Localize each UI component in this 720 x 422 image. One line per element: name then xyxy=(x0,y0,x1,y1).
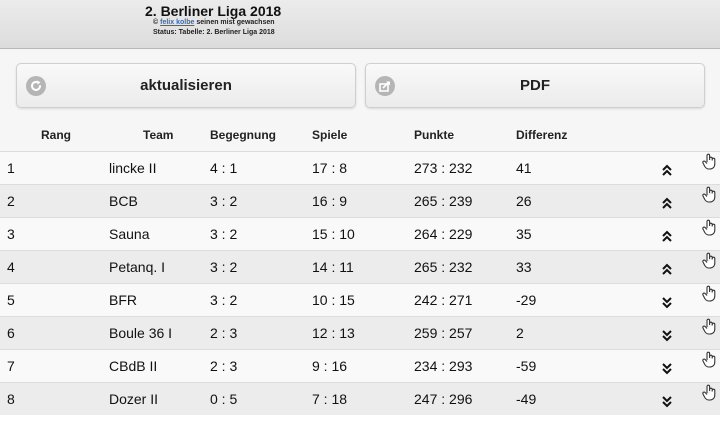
hand-pointer-icon[interactable] xyxy=(701,350,719,368)
cell-differenz: 33 xyxy=(516,259,532,275)
hand-pointer-icon[interactable] xyxy=(701,383,719,401)
cell-differenz: 41 xyxy=(516,160,532,176)
table-header: Rang Team Begegnung Spiele Punkte Differ… xyxy=(0,119,720,151)
table-row: 1 lincke II 4 : 1 17 : 8 273 : 232 41 xyxy=(0,151,720,184)
cell-team: Petanq. I xyxy=(109,259,166,275)
hand-pointer-icon[interactable] xyxy=(701,284,719,302)
cell-punkte: 273 : 232 xyxy=(414,160,473,176)
chevron-up-icon xyxy=(661,229,673,243)
cell-differenz: 2 xyxy=(516,325,524,341)
cell-team: Dozer II xyxy=(109,391,159,407)
toolbar: aktualisieren PDF xyxy=(0,49,720,119)
chevron-down-icon xyxy=(661,361,673,375)
chevron-down-icon xyxy=(661,328,673,342)
cell-spiele: 10 : 15 xyxy=(312,292,355,308)
cell-rang: 1 xyxy=(7,160,15,176)
chevron-up-icon xyxy=(661,163,673,177)
cell-spiele: 9 : 16 xyxy=(312,358,348,374)
column-header-differenz: Differenz xyxy=(516,128,568,142)
cell-begegnung: 3 : 2 xyxy=(210,193,238,209)
chevron-down-icon xyxy=(661,394,673,408)
cell-spiele: 17 : 8 xyxy=(312,160,348,176)
copyright-symbol: © xyxy=(153,19,159,26)
cell-rang: 7 xyxy=(7,358,15,374)
column-header-punkte: Punkte xyxy=(414,128,455,142)
page-title: 2. Berliner Liga 2018 xyxy=(145,3,282,19)
cell-begegnung: 0 : 5 xyxy=(210,391,238,407)
cell-team: Sauna xyxy=(109,226,150,242)
refresh-button[interactable]: aktualisieren xyxy=(16,63,356,108)
cell-differenz: 26 xyxy=(516,193,532,209)
hand-pointer-icon[interactable] xyxy=(701,251,719,269)
credit-suffix: seinen mist gewachsen xyxy=(196,19,275,26)
cell-punkte: 265 : 232 xyxy=(414,259,473,275)
chevron-down-icon xyxy=(661,295,673,309)
cell-spiele: 12 : 13 xyxy=(312,325,355,341)
cell-begegnung: 3 : 2 xyxy=(210,292,238,308)
chevron-up-icon xyxy=(661,196,673,210)
cell-begegnung: 2 : 3 xyxy=(210,325,238,341)
credit-line: © felix kolbe seinen mist gewachsen xyxy=(153,19,275,26)
cell-punkte: 234 : 293 xyxy=(414,358,473,374)
cell-spiele: 16 : 9 xyxy=(312,193,348,209)
status-text: Status: Tabelle: 2. Berliner Liga 2018 xyxy=(153,29,275,36)
cell-punkte: 265 : 239 xyxy=(414,193,473,209)
pdf-label: PDF xyxy=(520,77,550,94)
refresh-icon xyxy=(26,76,46,96)
cell-begegnung: 2 : 3 xyxy=(210,358,238,374)
cell-begegnung: 3 : 2 xyxy=(210,259,238,275)
app-header: 2. Berliner Liga 2018 © felix kolbe sein… xyxy=(0,0,720,49)
hand-pointer-icon[interactable] xyxy=(701,152,719,170)
hand-pointer-icon[interactable] xyxy=(701,218,719,236)
author-link[interactable]: felix kolbe xyxy=(160,19,195,26)
cell-punkte: 247 : 296 xyxy=(414,391,473,407)
cell-rang: 4 xyxy=(7,259,15,275)
pdf-button[interactable]: PDF xyxy=(365,63,705,108)
cell-team: lincke II xyxy=(109,160,157,176)
share-icon xyxy=(375,76,395,96)
hand-pointer-icon[interactable] xyxy=(701,185,719,203)
chevron-up-icon xyxy=(661,262,673,276)
cell-differenz: -59 xyxy=(516,358,537,374)
cell-team: BCB xyxy=(109,193,138,209)
cell-team: BFR xyxy=(109,292,137,308)
cell-rang: 3 xyxy=(7,226,15,242)
cell-begegnung: 4 : 1 xyxy=(210,160,238,176)
refresh-label: aktualisieren xyxy=(140,77,232,94)
cell-differenz: -49 xyxy=(516,391,537,407)
cell-differenz: -29 xyxy=(516,292,537,308)
column-header-spiele: Spiele xyxy=(312,128,348,142)
table-row: 7 CBdB II 2 : 3 9 : 16 234 : 293 -59 xyxy=(0,349,720,382)
table-row: 2 BCB 3 : 2 16 : 9 265 : 239 26 xyxy=(0,184,720,217)
standings-table: 1 lincke II 4 : 1 17 : 8 273 : 232 41 2 … xyxy=(0,151,720,415)
cell-team: CBdB II xyxy=(109,358,158,374)
cell-rang: 5 xyxy=(7,292,15,308)
cell-differenz: 35 xyxy=(516,226,532,242)
cell-punkte: 242 : 271 xyxy=(414,292,473,308)
cell-spiele: 7 : 18 xyxy=(312,391,348,407)
cell-punkte: 259 : 257 xyxy=(414,325,473,341)
table-row: 5 BFR 3 : 2 10 : 15 242 : 271 -29 xyxy=(0,283,720,316)
column-header-begegnung: Begegnung xyxy=(210,128,276,142)
column-header-team: Team xyxy=(143,128,174,142)
table-row: 8 Dozer II 0 : 5 7 : 18 247 : 296 -49 xyxy=(0,382,720,415)
cell-rang: 8 xyxy=(7,391,15,407)
table-row: 3 Sauna 3 : 2 15 : 10 264 : 229 35 xyxy=(0,217,720,250)
cell-rang: 6 xyxy=(7,325,15,341)
cell-spiele: 15 : 10 xyxy=(312,226,355,242)
table-row: 6 Boule 36 I 2 : 3 12 : 13 259 : 257 2 xyxy=(0,316,720,349)
cell-punkte: 264 : 229 xyxy=(414,226,473,242)
column-header-rang: Rang xyxy=(41,128,71,142)
cell-begegnung: 3 : 2 xyxy=(210,226,238,242)
hand-pointer-icon[interactable] xyxy=(701,317,719,335)
cell-spiele: 14 : 11 xyxy=(312,259,354,275)
cell-rang: 2 xyxy=(7,193,15,209)
cell-team: Boule 36 I xyxy=(109,325,173,341)
table-row: 4 Petanq. I 3 : 2 14 : 11 265 : 232 33 xyxy=(0,250,720,283)
